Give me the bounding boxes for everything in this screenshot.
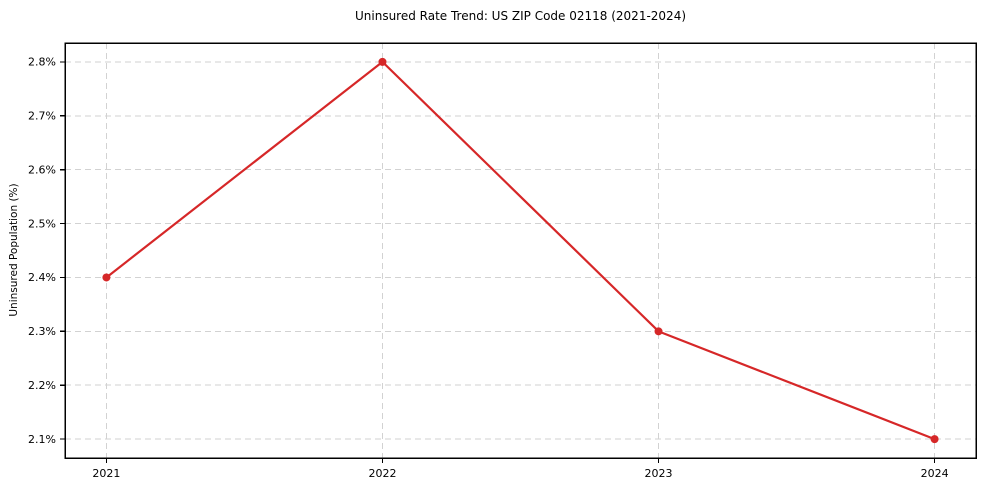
- plot-border: [64, 42, 977, 459]
- chart-title: Uninsured Rate Trend: US ZIP Code 02118 …: [354, 9, 687, 23]
- x-axis-tick-label: 2021: [92, 467, 120, 480]
- y-axis-tick-label: 2.4%: [28, 271, 56, 284]
- y-axis-tick-label: 2.7%: [28, 110, 56, 123]
- y-axis-tick-label: 2.3%: [28, 325, 56, 338]
- data-point-marker: [930, 435, 939, 444]
- y-axis-tick-label: 2.5%: [28, 217, 56, 230]
- y-axis-tick-label: 2.8%: [28, 56, 56, 69]
- data-point-marker: [654, 327, 663, 336]
- trend-line: [105, 60, 936, 441]
- y-axis-tick-label: 2.2%: [28, 379, 56, 392]
- x-axis-tick-label: 2023: [645, 467, 673, 480]
- x-axis-tick-label: 2024: [921, 467, 949, 480]
- data-point-marker: [102, 273, 111, 282]
- y-axis-tick-label: 2.6%: [28, 163, 56, 176]
- x-axis-tick-label: 2022: [368, 467, 396, 480]
- data-point-marker: [378, 57, 387, 66]
- y-axis-tick-label: 2.1%: [28, 433, 56, 446]
